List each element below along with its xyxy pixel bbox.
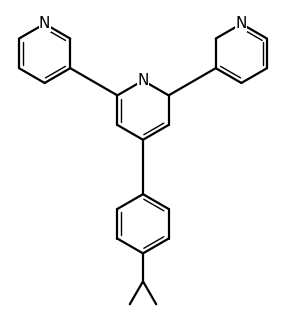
Text: N: N — [236, 16, 247, 31]
Text: N: N — [137, 73, 149, 88]
Text: N: N — [39, 16, 50, 31]
